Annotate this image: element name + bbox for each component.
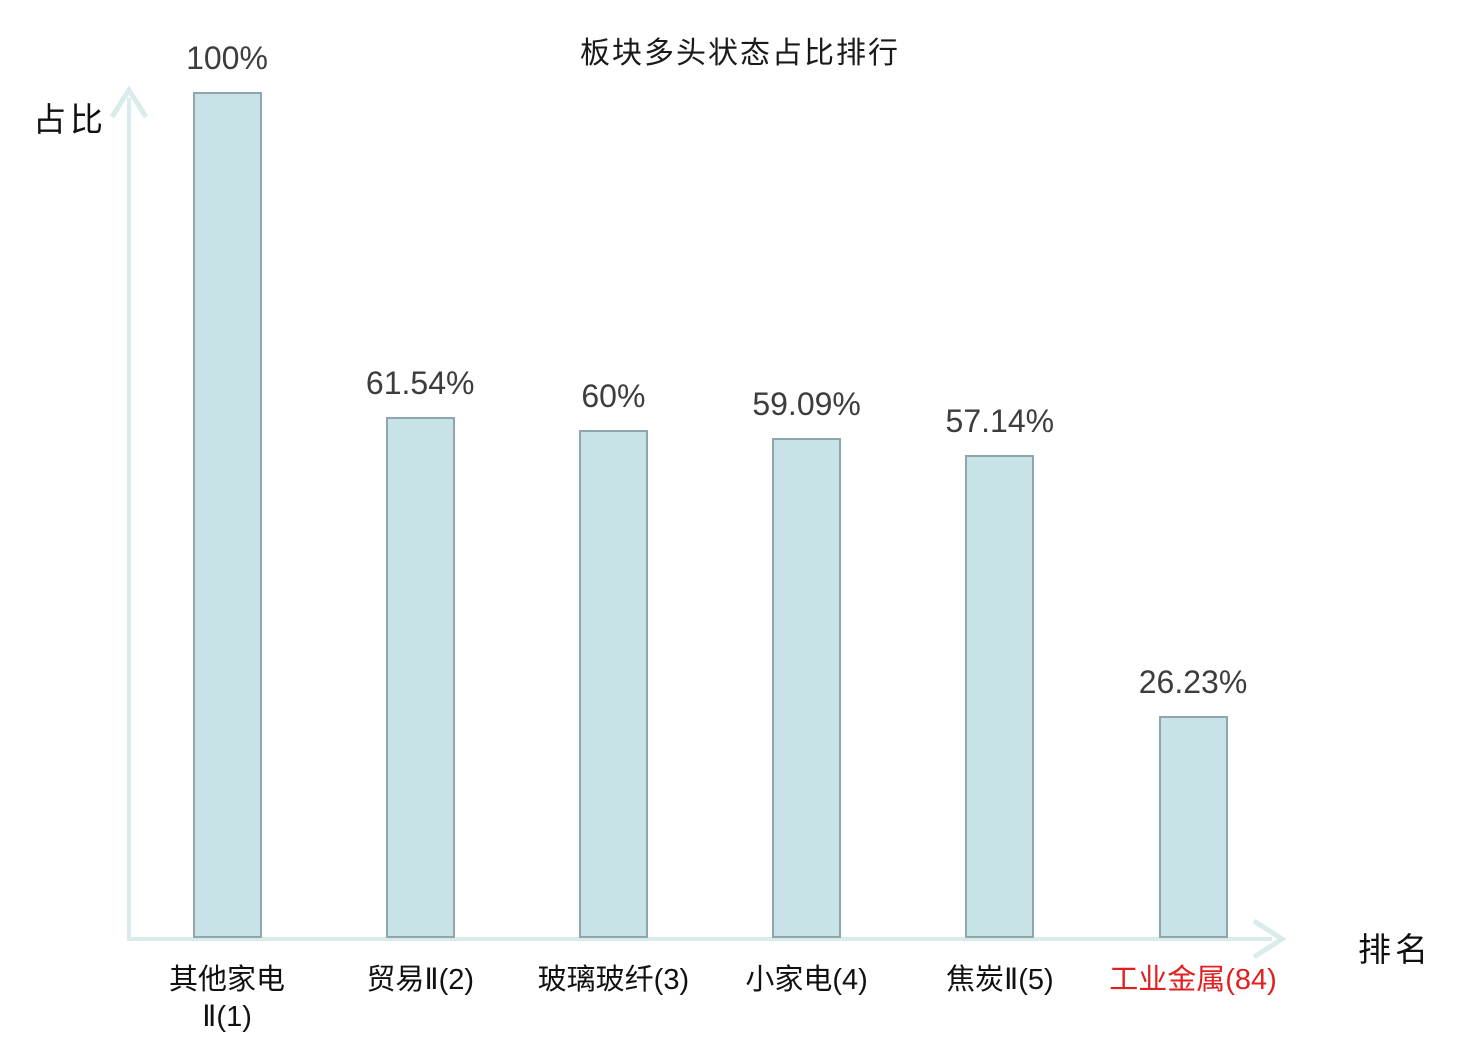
category-label-5: 焦炭Ⅱ(5) (945, 964, 1054, 996)
value-label-2: 61.54% (365, 365, 475, 401)
value-label-1: 100% (186, 40, 268, 76)
x-axis-label: 排名 (1358, 931, 1432, 968)
y-axis-arrow-icon (109, 85, 149, 119)
category-label-1: 其他家电Ⅱ(1) (168, 964, 285, 1033)
category-label-2: 贸易Ⅱ(2) (366, 964, 475, 996)
value-label-4: 59.09% (752, 386, 861, 422)
value-label-6: 26.23% (1138, 664, 1248, 700)
category-label-4: 小家电(4) (745, 964, 868, 996)
value-label-3: 60% (581, 378, 646, 414)
bar-2 (385, 417, 455, 938)
chart-title: 板块多头状态占比排行 (580, 37, 900, 70)
category-label-6: 工业金属(84) (1109, 964, 1277, 996)
value-label-5: 57.14% (945, 403, 1055, 439)
y-axis-label: 占比 (33, 101, 107, 138)
x-axis-arrow-icon (1252, 918, 1287, 960)
bar-5 (965, 455, 1035, 938)
category-label-3: 玻璃玻纤(3) (537, 964, 690, 996)
bar-6 (1158, 716, 1228, 938)
bar-3 (578, 430, 648, 938)
bar-1 (192, 92, 262, 938)
bar-4 (772, 438, 842, 938)
